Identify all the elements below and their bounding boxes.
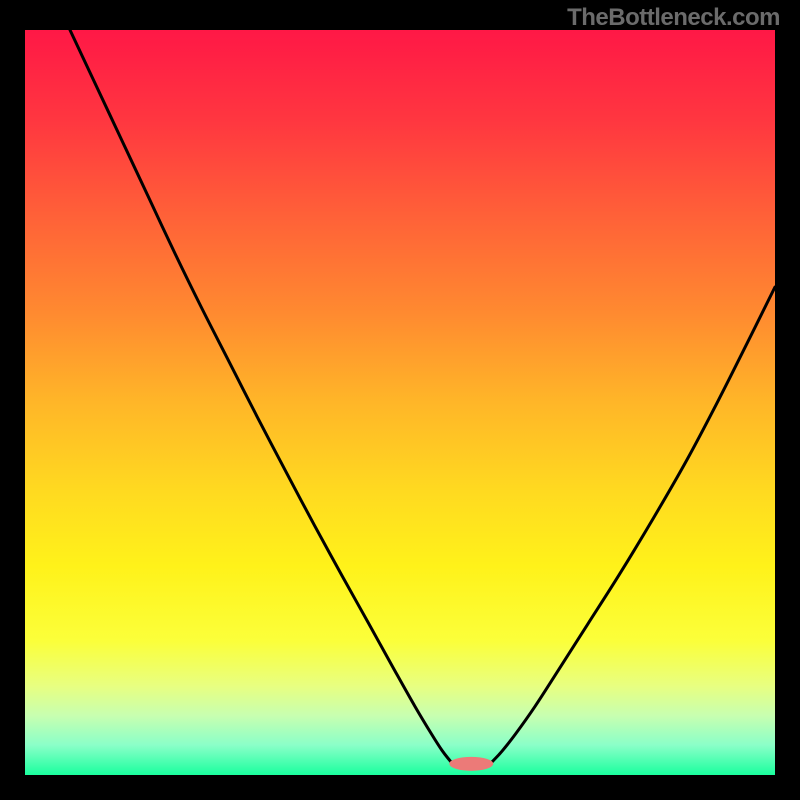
watermark-text: TheBottleneck.com xyxy=(567,4,780,32)
plot-background xyxy=(25,30,775,775)
bottleneck-marker xyxy=(449,757,493,771)
chart-svg xyxy=(0,0,800,800)
bottleneck-chart: TheBottleneck.com xyxy=(0,0,800,800)
